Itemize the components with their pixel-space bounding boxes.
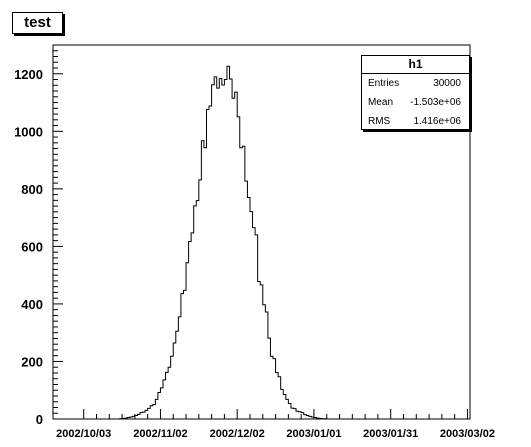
histogram-bin	[276, 373, 279, 419]
y-tick-label: 0	[36, 412, 43, 427]
histogram-bin	[168, 367, 171, 419]
histogram-bin	[245, 181, 248, 419]
histogram-bin	[222, 85, 225, 419]
histogram-bin	[240, 148, 243, 419]
histogram-bin	[183, 290, 186, 419]
stats-entries-label: Entries	[368, 78, 400, 89]
stats-mean-value: -1.503e+06	[410, 97, 461, 108]
x-tick-label: 2003/01/31	[363, 428, 418, 440]
histogram-bin	[237, 117, 240, 419]
histogram-bin	[217, 88, 220, 419]
histogram-bin	[291, 408, 294, 419]
histogram-bin	[296, 411, 299, 419]
stats-row-rms: RMS 1.416e+06	[362, 112, 469, 131]
histogram-bin	[253, 228, 256, 419]
histogram-bin	[235, 92, 238, 419]
stats-row-mean: Mean -1.503e+06	[362, 93, 469, 112]
histogram-bin	[191, 233, 194, 419]
histogram-bin	[219, 79, 222, 419]
histogram-bin	[270, 356, 273, 419]
histogram-bin	[224, 80, 227, 419]
y-tick-label: 800	[21, 182, 43, 197]
stats-row-entries: Entries 30000	[362, 74, 469, 93]
chart-title: test	[24, 14, 51, 31]
histogram-bin	[199, 180, 202, 419]
histogram-bin	[250, 212, 253, 419]
x-tick-label: 2002/11/02	[133, 428, 187, 440]
histogram-bin	[206, 109, 209, 419]
histogram-line	[119, 65, 328, 420]
histogram-bin	[176, 331, 179, 419]
y-tick-label: 1200	[14, 67, 43, 82]
histogram-bin	[214, 77, 217, 419]
histogram-bin	[178, 317, 181, 419]
histogram-bin	[201, 141, 204, 419]
histogram-bin	[258, 281, 261, 419]
histogram-bin	[227, 66, 230, 419]
stats-rms-label: RMS	[368, 116, 391, 127]
plot-frame	[52, 44, 471, 420]
histogram-bin	[209, 106, 212, 419]
histogram-bin	[242, 146, 245, 419]
histogram-bin	[204, 148, 207, 419]
histogram-bin	[247, 197, 250, 419]
y-tick-label: 600	[21, 239, 43, 254]
histogram-bin	[189, 241, 192, 419]
y-tick-label: 1000	[14, 124, 43, 139]
histogram-bin	[232, 98, 235, 419]
histogram-bin	[230, 79, 233, 419]
y-tick-label: 200	[21, 354, 43, 369]
x-tick-label: 2003/03/02	[440, 428, 495, 440]
stats-entries-value: 30000	[433, 78, 461, 89]
y-tick-label: 400	[21, 297, 43, 312]
stats-name: h1	[362, 56, 469, 74]
histogram-bin	[194, 206, 197, 419]
title-box: test	[12, 12, 63, 34]
x-tick-label: 2003/01/01	[286, 428, 341, 440]
histogram-bin	[153, 405, 156, 419]
stats-rms-value: 1.416e+06	[413, 116, 461, 127]
histogram-bin	[212, 85, 215, 419]
x-tick-label: 2002/10/03	[56, 428, 111, 440]
x-tick-label: 2002/12/02	[210, 428, 265, 440]
histogram-bin	[196, 201, 199, 419]
histogram-bin	[263, 305, 266, 419]
stats-mean-label: Mean	[368, 97, 394, 108]
stats-box: h1 Entries 30000 Mean -1.503e+06 RMS 1.4…	[361, 55, 470, 130]
